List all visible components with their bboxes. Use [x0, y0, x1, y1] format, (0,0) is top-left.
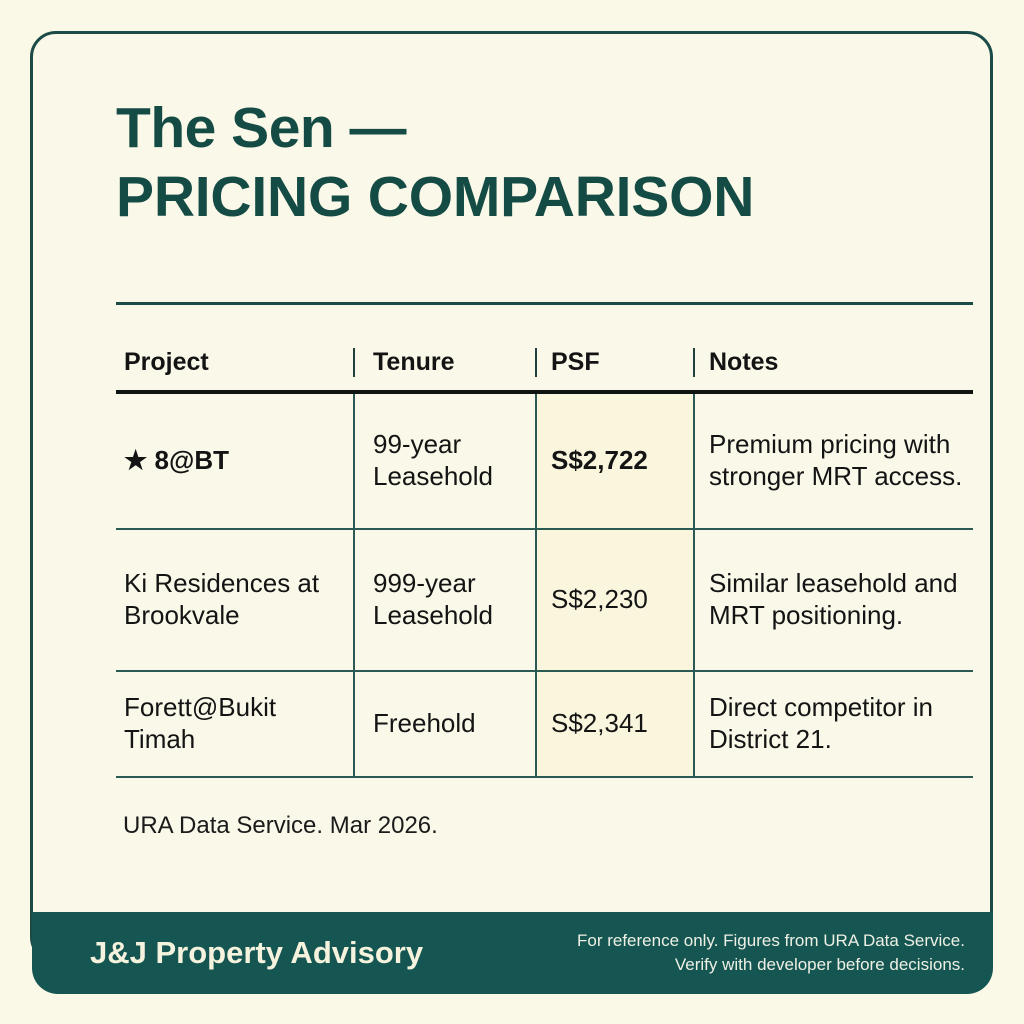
cell-project-text: ★ 8@BT: [124, 445, 230, 476]
cell-notes-text: Similar leasehold and MRT positioning.: [709, 568, 958, 630]
page-title-line-1: The Sen —: [116, 96, 407, 160]
column-header-psf: PSF: [535, 347, 693, 377]
cell-project: ★ 8@BT: [116, 394, 353, 528]
source-note: URA Data Service. Mar 2026.: [123, 812, 438, 839]
page-title-line-2: PRICING COMPARISON: [116, 165, 755, 230]
cell-tenure: Freehold: [353, 672, 535, 776]
cell-project-text: Forett@Bukit Timah: [124, 692, 277, 754]
footer-brand: J&J Property Advisory: [90, 935, 424, 970]
pricing-comparison-card: The Sen — PRICING COMPARISON Project Ten…: [30, 31, 993, 963]
cell-tenure-text: Freehold: [373, 708, 476, 739]
cell-psf: S$2,722: [535, 394, 693, 528]
cell-psf-text: S$2,230: [551, 584, 648, 615]
footer-bar: J&J Property Advisory For reference only…: [32, 912, 993, 994]
column-header-project: Project: [124, 347, 209, 376]
cell-project: Ki Residences at Brookvale: [116, 530, 353, 670]
cell-notes: Direct competitor in District 21.: [693, 672, 973, 776]
cell-tenure: 999-year Leasehold: [353, 530, 535, 670]
cell-notes-text: Direct competitor in District 21.: [709, 692, 933, 754]
cell-tenure: 99-year Leasehold: [353, 394, 535, 528]
cell-notes: Similar leasehold and MRT positioning.: [693, 530, 973, 670]
cell-project-text: Ki Residences at Brookvale: [124, 568, 320, 630]
table-row: ★ 8@BT 99-year Leasehold S$2,722 Premium…: [116, 394, 973, 530]
cell-psf: S$2,341: [535, 672, 693, 776]
pricing-comparison-table: Project Tenure PSF Notes ★ 8@BT 99-year …: [116, 334, 973, 778]
column-header-notes: Notes: [693, 347, 973, 377]
column-header-tenure: Tenure: [353, 347, 535, 377]
cell-psf-text: S$2,341: [551, 708, 648, 739]
cell-tenure-text: 999-year Leasehold: [373, 568, 493, 630]
cell-notes: Premium pricing with stronger MRT access…: [693, 394, 973, 528]
footer-disclaimer-line-2: Verify with developer before decisions.: [674, 955, 965, 974]
cell-tenure-text: 99-year Leasehold: [373, 429, 493, 491]
footer-disclaimer-line-1: For reference only. Figures from URA Dat…: [577, 930, 965, 950]
cell-project: Forett@Bukit Timah: [116, 672, 353, 776]
title-divider: [116, 302, 973, 305]
table-header-row: Project Tenure PSF Notes: [116, 334, 973, 390]
table-row: Forett@Bukit Timah Freehold S$2,341 Dire…: [116, 672, 973, 778]
cell-notes-text: Premium pricing with stronger MRT access…: [709, 429, 963, 491]
footer-disclaimer: For reference only. Figures from URA Dat…: [577, 929, 965, 977]
cell-psf: S$2,230: [535, 530, 693, 670]
cell-psf-text: S$2,722: [551, 445, 648, 476]
table-row: Ki Residences at Brookvale 999-year Leas…: [116, 530, 973, 672]
title-block: The Sen — PRICING COMPARISON: [116, 98, 976, 230]
table-header-divider: [116, 390, 973, 394]
